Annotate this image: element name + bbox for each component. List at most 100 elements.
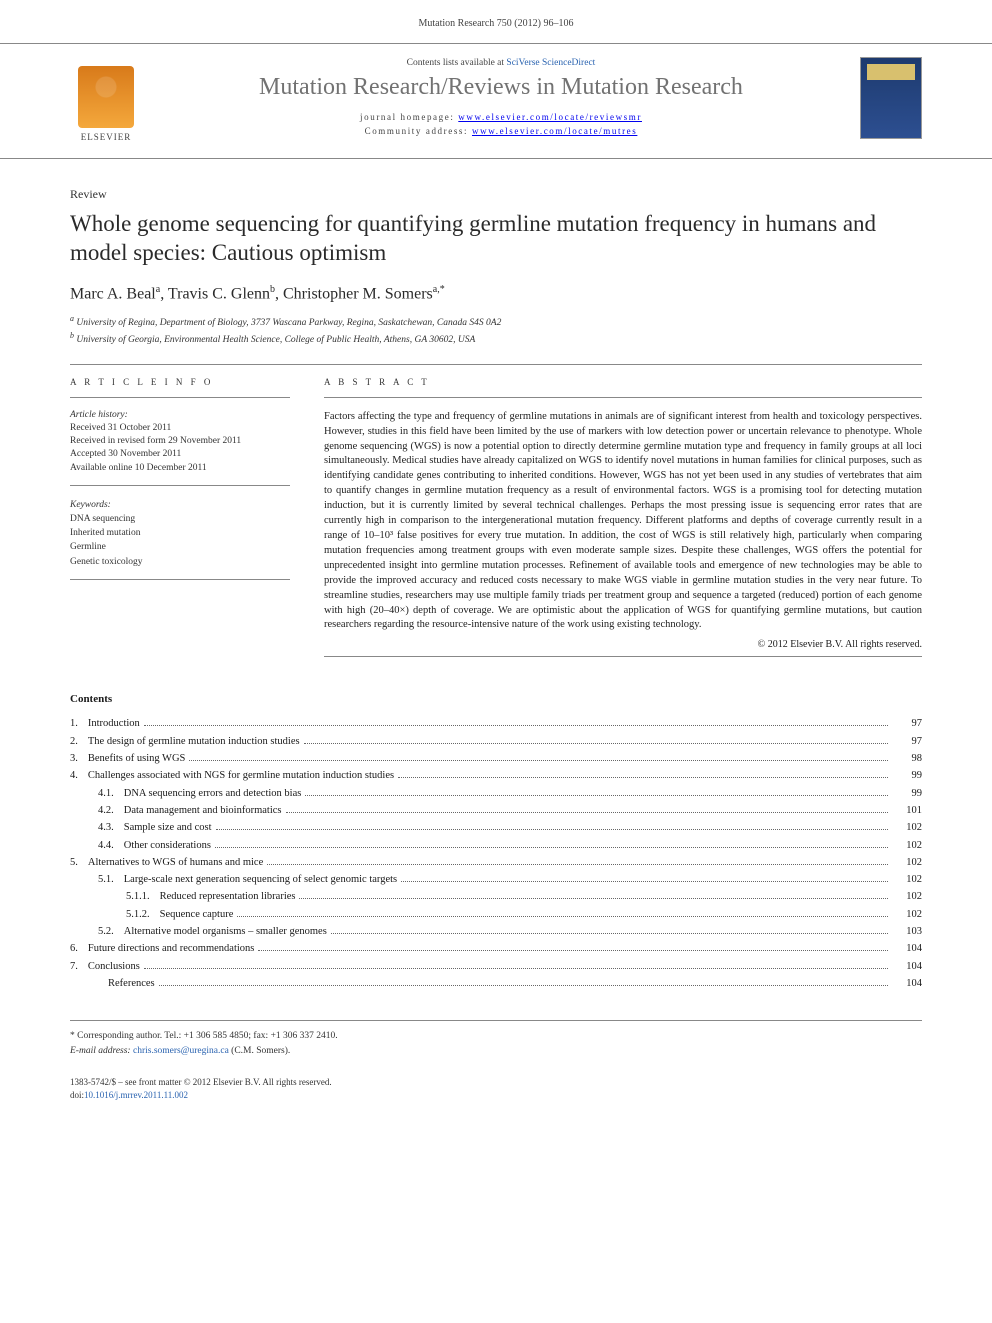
toc-page: 101 bbox=[892, 802, 922, 819]
toc-title: DNA sequencing errors and detection bias bbox=[124, 785, 302, 802]
toc-number: 2. bbox=[70, 733, 88, 750]
doi-label: doi: bbox=[70, 1090, 84, 1100]
toc-leader-dots bbox=[299, 898, 888, 899]
toc-page: 97 bbox=[892, 733, 922, 750]
toc-row[interactable]: 2.The design of germline mutation induct… bbox=[70, 733, 922, 750]
toc-page: 102 bbox=[892, 837, 922, 854]
toc-title: Data management and bioinformatics bbox=[124, 802, 282, 819]
toc-leader-dots bbox=[305, 795, 888, 796]
toc-page: 103 bbox=[892, 923, 922, 940]
email-line: E-mail address: chris.somers@uregina.ca … bbox=[70, 1044, 922, 1058]
toc-title: Other considerations bbox=[124, 837, 211, 854]
toc-leader-dots bbox=[144, 968, 888, 969]
toc-row[interactable]: 6.Future directions and recommendations1… bbox=[70, 940, 922, 957]
abstract-heading: A B S T R A C T bbox=[324, 377, 922, 387]
toc-page: 97 bbox=[892, 715, 922, 732]
abstract-column: A B S T R A C T Factors affecting the ty… bbox=[324, 377, 922, 670]
toc-leader-dots bbox=[286, 812, 889, 813]
corresponding-author-note: * Corresponding author. Tel.: +1 306 585… bbox=[70, 1029, 922, 1043]
keywords-block: Keywords: DNA sequencingInherited mutati… bbox=[70, 500, 290, 569]
article-history-block: Article history: Received 31 October 201… bbox=[70, 410, 290, 486]
community-link[interactable]: www.elsevier.com/locate/mutres bbox=[472, 126, 637, 136]
toc-leader-dots bbox=[267, 864, 888, 865]
homepage-link[interactable]: www.elsevier.com/locate/reviewsmr bbox=[458, 112, 642, 122]
toc-leader-dots bbox=[331, 933, 888, 934]
toc-row[interactable]: 1.Introduction97 bbox=[70, 715, 922, 732]
community-label: Community address: bbox=[365, 126, 472, 136]
toc-number: 5.2. bbox=[70, 923, 124, 940]
toc-leader-dots bbox=[159, 985, 888, 986]
toc-leader-dots bbox=[215, 847, 888, 848]
toc-number: 5.1.1. bbox=[70, 888, 160, 905]
toc-row[interactable]: 5.1.1.Reduced representation libraries10… bbox=[70, 888, 922, 905]
toc-title: Introduction bbox=[88, 715, 140, 732]
keywords-label: Keywords: bbox=[70, 500, 290, 510]
toc-row[interactable]: 3.Benefits of using WGS98 bbox=[70, 750, 922, 767]
toc-number: 5.1.2. bbox=[70, 906, 160, 923]
affiliation-line: a University of Regina, Department of Bi… bbox=[70, 313, 922, 330]
toc-leader-dots bbox=[144, 725, 888, 726]
email-link[interactable]: chris.somers@uregina.ca bbox=[133, 1046, 229, 1056]
front-matter-line: 1383-5742/$ – see front matter © 2012 El… bbox=[70, 1076, 922, 1090]
toc-leader-dots bbox=[237, 916, 888, 917]
article-body: Review Whole genome sequencing for quant… bbox=[0, 159, 992, 1143]
toc-row[interactable]: 4.Challenges associated with NGS for ger… bbox=[70, 767, 922, 784]
toc-page: 104 bbox=[892, 940, 922, 957]
toc-row[interactable]: 4.3.Sample size and cost102 bbox=[70, 819, 922, 836]
rule bbox=[70, 397, 290, 398]
toc-title: Challenges associated with NGS for germl… bbox=[88, 767, 394, 784]
toc-leader-dots bbox=[304, 743, 888, 744]
rule bbox=[324, 656, 922, 657]
article-info-heading: A R T I C L E I N F O bbox=[70, 377, 290, 387]
footer-block: 1383-5742/$ – see front matter © 2012 El… bbox=[70, 1076, 922, 1103]
toc-page: 104 bbox=[892, 975, 922, 992]
toc-number: 7. bbox=[70, 958, 88, 975]
toc-title: Future directions and recommendations bbox=[88, 940, 255, 957]
toc-row[interactable]: 5.Alternatives to WGS of humans and mice… bbox=[70, 854, 922, 871]
keyword-line: DNA sequencing bbox=[70, 512, 290, 526]
toc-row[interactable]: 4.4.Other considerations 102 bbox=[70, 837, 922, 854]
article-info-column: A R T I C L E I N F O Article history: R… bbox=[70, 377, 290, 670]
info-abstract-columns: A R T I C L E I N F O Article history: R… bbox=[70, 377, 922, 670]
author-list: Marc A. Beala, Travis C. Glennb, Christo… bbox=[70, 284, 922, 303]
homepage-label: journal homepage: bbox=[360, 112, 458, 122]
rule bbox=[324, 397, 922, 398]
toc-row[interactable]: 4.1.DNA sequencing errors and detection … bbox=[70, 785, 922, 802]
toc-leader-dots bbox=[258, 950, 888, 951]
toc-page: 102 bbox=[892, 854, 922, 871]
doi-line: doi:10.1016/j.mrrev.2011.11.002 bbox=[70, 1089, 922, 1103]
toc-number: 4.2. bbox=[70, 802, 124, 819]
email-label: E-mail address: bbox=[70, 1046, 133, 1056]
history-label: Article history: bbox=[70, 410, 290, 420]
toc-row[interactable]: 4.2.Data management and bioinformatics 10… bbox=[70, 802, 922, 819]
footnotes: * Corresponding author. Tel.: +1 306 585… bbox=[70, 1020, 922, 1058]
elsevier-wordmark: ELSEVIER bbox=[81, 132, 132, 142]
toc-number: 5. bbox=[70, 854, 88, 871]
elsevier-tree-icon bbox=[78, 66, 134, 128]
abstract-text: Factors affecting the type and frequency… bbox=[324, 410, 922, 634]
toc-row[interactable]: 5.1.Large-scale next generation sequenci… bbox=[70, 871, 922, 888]
homepage-lines: journal homepage: www.elsevier.com/locat… bbox=[160, 111, 842, 139]
affiliations: a University of Regina, Department of Bi… bbox=[70, 313, 922, 348]
toc-number: 4.4. bbox=[70, 837, 124, 854]
sciencedirect-link[interactable]: SciVerse ScienceDirect bbox=[506, 58, 595, 68]
abstract-copyright: © 2012 Elsevier B.V. All rights reserved… bbox=[324, 639, 922, 650]
journal-title: Mutation Research/Reviews in Mutation Re… bbox=[160, 74, 842, 101]
rule bbox=[70, 364, 922, 365]
toc-row[interactable]: 7.Conclusions104 bbox=[70, 958, 922, 975]
email-suffix: (C.M. Somers). bbox=[229, 1046, 291, 1056]
toc-leader-dots bbox=[401, 881, 888, 882]
doi-link[interactable]: 10.1016/j.mrrev.2011.11.002 bbox=[84, 1090, 188, 1100]
history-line: Accepted 30 November 2011 bbox=[70, 448, 290, 461]
affiliation-line: b University of Georgia, Environmental H… bbox=[70, 330, 922, 347]
toc-row[interactable]: References104 bbox=[70, 975, 922, 992]
toc-row[interactable]: 5.1.2.Sequence capture102 bbox=[70, 906, 922, 923]
article-type: Review bbox=[70, 187, 922, 202]
toc-page: 102 bbox=[892, 871, 922, 888]
toc-number: 4.1. bbox=[70, 785, 124, 802]
toc-title: Sequence capture bbox=[160, 906, 234, 923]
toc-page: 99 bbox=[892, 785, 922, 802]
rule bbox=[70, 579, 290, 580]
toc-row[interactable]: 5.2.Alternative model organisms – smalle… bbox=[70, 923, 922, 940]
toc-leader-dots bbox=[189, 760, 888, 761]
